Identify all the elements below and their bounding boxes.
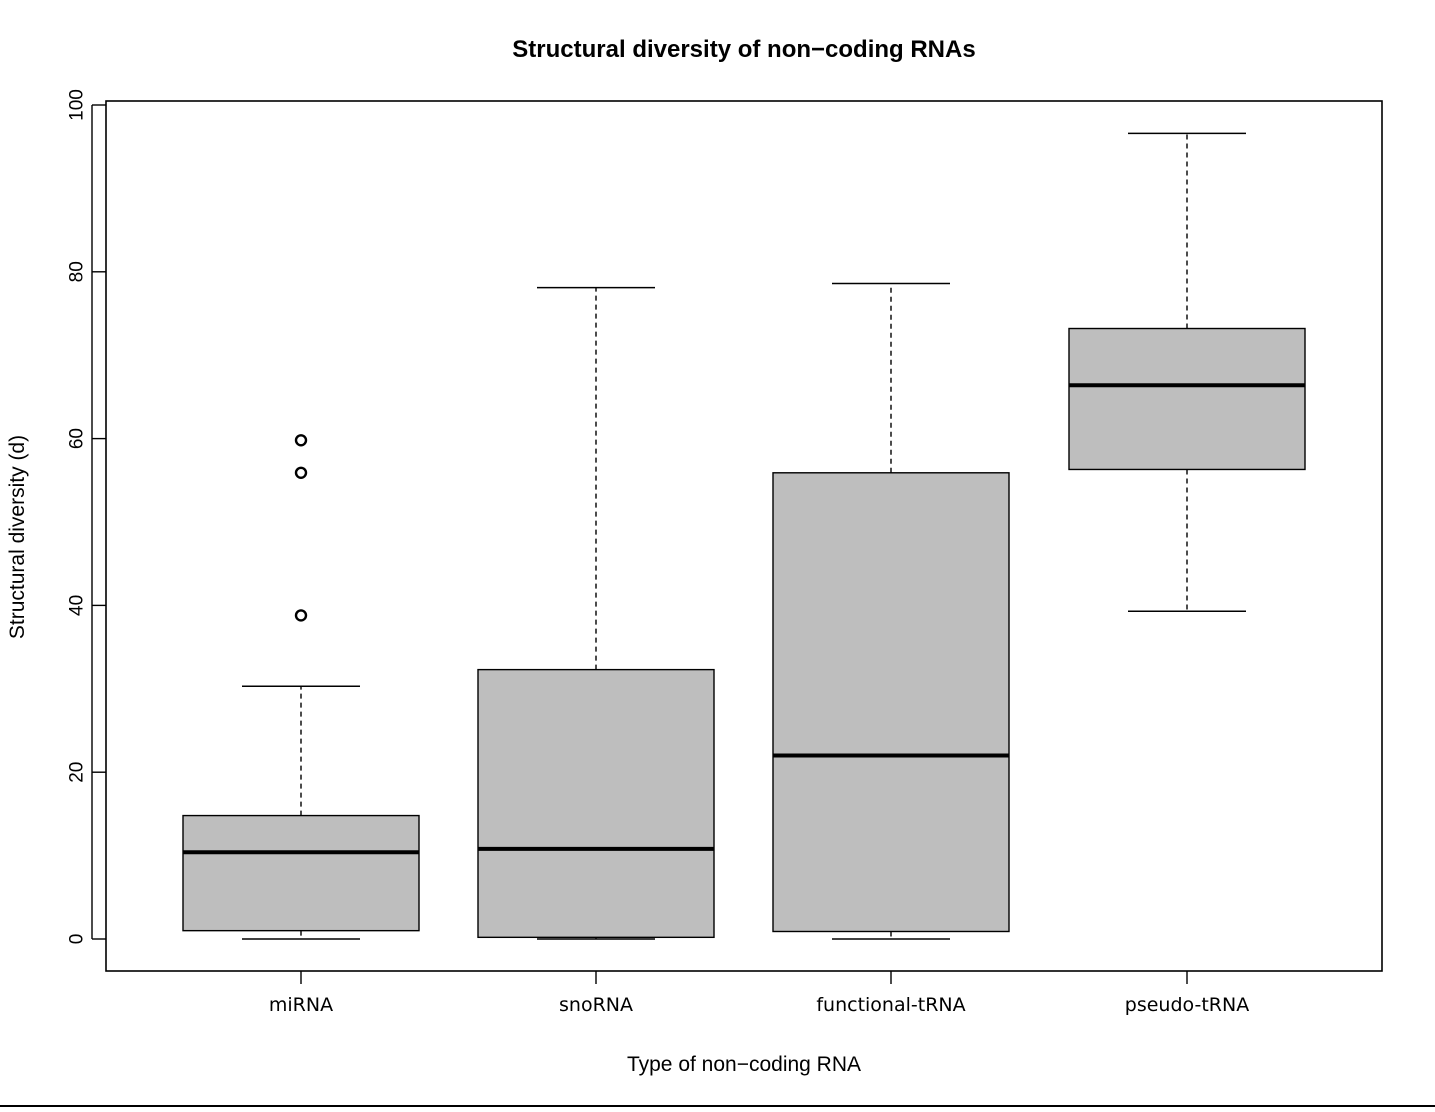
outlier-point bbox=[294, 609, 308, 622]
y-tick-label: 40 bbox=[67, 595, 88, 616]
y-tick-label: 80 bbox=[67, 261, 88, 282]
iqr-box bbox=[772, 472, 1010, 933]
y-tick-label: 100 bbox=[67, 89, 88, 121]
y-tick-label: 0 bbox=[67, 934, 88, 945]
y-tick-label: 20 bbox=[67, 762, 88, 783]
iqr-box bbox=[1068, 327, 1306, 471]
y-axis-label: Structural diversity (d) bbox=[6, 435, 29, 639]
bottom-border bbox=[0, 1105, 1435, 1107]
box-snoRNA bbox=[477, 286, 715, 940]
x-tick-label: pseudo-tRNA bbox=[1125, 994, 1249, 1016]
outlier-point bbox=[294, 434, 308, 447]
iqr-box bbox=[477, 668, 715, 939]
x-tick-label: snoRNA bbox=[559, 994, 633, 1016]
y-axis: 0 20 40 60 80 100 bbox=[67, 89, 106, 944]
iqr-box bbox=[182, 814, 420, 932]
x-tick-label: functional-tRNA bbox=[816, 994, 965, 1016]
chart-title: Structural diversity of non−coding RNAs bbox=[512, 36, 975, 63]
x-tick-label: miRNA bbox=[269, 994, 333, 1016]
plot-frame bbox=[105, 100, 1383, 972]
x-axis-label: Type of non−coding RNA bbox=[627, 1053, 861, 1076]
box-functional-tRNA bbox=[772, 282, 1010, 940]
y-tick-label: 60 bbox=[67, 428, 88, 449]
outlier-point bbox=[294, 466, 308, 479]
box-miRNA bbox=[182, 434, 420, 940]
x-axis: miRNA snoRNA functional-tRNA pseudo-tRNA bbox=[269, 971, 1249, 1016]
box-pseudo-tRNA bbox=[1068, 132, 1306, 612]
boxes bbox=[182, 132, 1306, 940]
